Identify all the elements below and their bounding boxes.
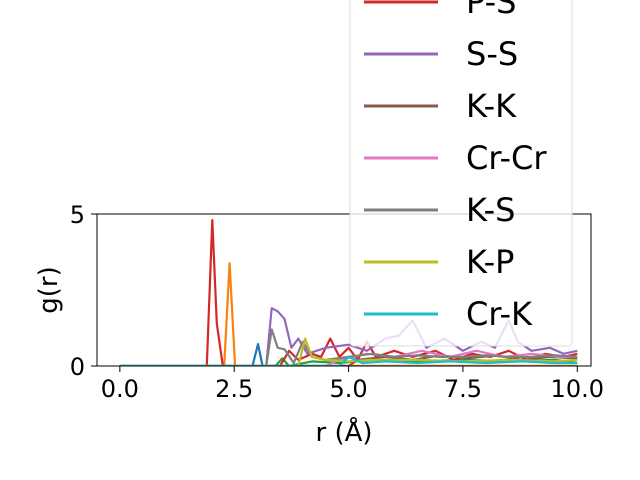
- legend-label-k-k: K-K: [466, 87, 517, 125]
- y-tick-label: 0: [70, 353, 85, 381]
- legend-label-s-s: S-S: [466, 35, 518, 73]
- series-line-k-p: [119, 337, 578, 366]
- x-axis-label: r (Å): [315, 416, 372, 448]
- x-tick-label: 0.0: [101, 375, 139, 403]
- x-tick-label: 7.5: [444, 375, 482, 403]
- legend-frame: [349, 0, 573, 347]
- series-line-unlabeled-1: [119, 262, 578, 366]
- legend-label-p-s: P-S: [466, 0, 516, 21]
- y-axis: 05: [70, 201, 97, 381]
- legend-label-k-s: K-S: [466, 191, 515, 229]
- series-line-k-s: [119, 328, 578, 366]
- series-line-unlabeled-0: [119, 343, 578, 366]
- legend: P-S S-S K-K Cr-Cr K-S K-P Cr-K: [349, 0, 573, 347]
- plot-frame: [96, 213, 592, 367]
- x-tick-label: 2.5: [215, 375, 253, 403]
- x-tick-label: 5.0: [329, 375, 367, 403]
- legend-label-cr-k: Cr-K: [466, 295, 533, 333]
- series-line-cr-k: [119, 355, 578, 366]
- x-axis: 0.0 2.5 5.0 7.5 10.0: [101, 366, 604, 403]
- y-tick-label: 5: [70, 201, 85, 229]
- x-tick-label: 10.0: [551, 375, 604, 403]
- legend-label-cr-cr: Cr-Cr: [466, 139, 547, 177]
- legend-label-k-p: K-P: [466, 243, 514, 281]
- y-axis-label: g(r): [34, 266, 64, 313]
